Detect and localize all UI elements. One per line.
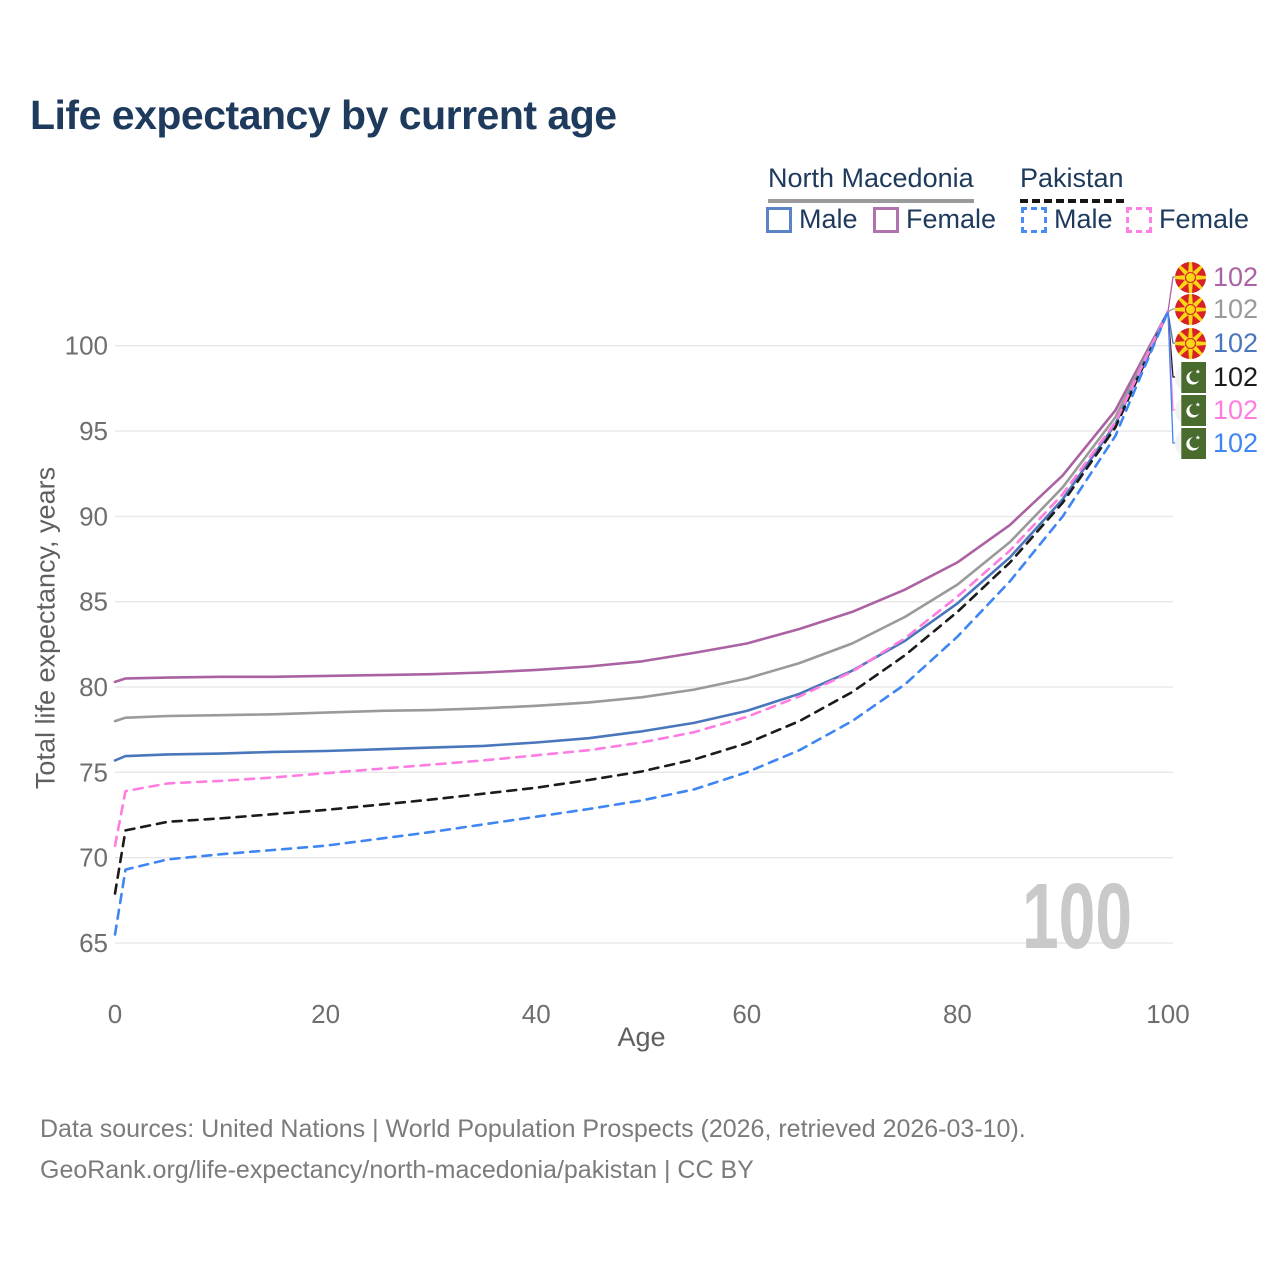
y-tick-label: 75 — [79, 757, 108, 787]
leader-line — [1167, 311, 1177, 444]
y-tick-label: 85 — [79, 587, 108, 617]
series-end-value: 102 — [1213, 361, 1259, 392]
x-tick-label: 20 — [311, 999, 340, 1029]
pakistan-flag-icon — [1175, 395, 1206, 426]
y-tick-label: 95 — [79, 416, 108, 446]
x-axis-title: Age — [617, 1022, 665, 1052]
page-title: Life expectancy by current age — [30, 92, 617, 138]
series-end-label-row: 102 — [1175, 427, 1258, 459]
series-end-label-row: 102 — [1175, 361, 1258, 393]
series-end-value: 102 — [1213, 293, 1259, 324]
x-tick-label: 100 — [1146, 999, 1189, 1029]
x-tick-label: 0 — [108, 999, 122, 1029]
y-axis-title: Total life expectancy, years — [30, 466, 61, 790]
legend-item-label: Female — [1159, 204, 1250, 234]
y-tick-label: 80 — [79, 672, 108, 702]
series-line — [113, 310, 1170, 684]
y-tick-label: 100 — [65, 331, 108, 361]
series-line — [113, 310, 1170, 723]
legend-item-nm-female[interactable]: Female — [873, 204, 996, 235]
series-end-value: 102 — [1213, 327, 1259, 358]
x-tick-label: 40 — [522, 999, 551, 1029]
north-macedonia-flag-icon — [1175, 327, 1206, 359]
series-end-label-row: 102 — [1175, 261, 1258, 293]
legend-country-pakistan[interactable]: Pakistan — [1020, 163, 1124, 203]
solid-line-swatch-icon — [766, 206, 792, 233]
dashed-line-swatch-icon — [1021, 206, 1047, 233]
y-tick-label: 70 — [79, 843, 108, 873]
y-tick-label: 65 — [79, 928, 108, 958]
legend-item-pk-male[interactable]: Male — [1021, 204, 1113, 235]
series-line — [113, 310, 1170, 762]
series-end-value: 102 — [1213, 427, 1259, 458]
dashed-line-swatch-icon — [1126, 206, 1152, 233]
legend-item-nm-male[interactable]: Male — [766, 204, 858, 235]
legend-item-label: Female — [906, 204, 997, 234]
series-end-label-row: 102 — [1175, 394, 1258, 426]
series-end-label-row: 102 — [1175, 327, 1258, 359]
legend-item-pk-female[interactable]: Female — [1126, 204, 1249, 235]
series-end-label-row: 102 — [1175, 293, 1258, 325]
footer-line-2[interactable]: GeoRank.org/life-expectancy/north-macedo… — [40, 1156, 754, 1184]
series-end-value: 102 — [1213, 394, 1259, 425]
pakistan-flag-icon — [1175, 362, 1206, 393]
solid-line-swatch-icon — [873, 206, 899, 233]
footer-line-1: Data sources: United Nations | World Pop… — [40, 1115, 1026, 1143]
x-tick-label: 60 — [732, 999, 761, 1029]
pakistan-flag-icon — [1175, 428, 1206, 459]
series-line — [113, 310, 1170, 848]
series-end-value: 102 — [1213, 261, 1259, 292]
y-tick-label: 90 — [79, 501, 108, 531]
data-source-footer: Data sources: United Nations | World Pop… — [40, 1109, 1026, 1191]
series-line — [113, 310, 1170, 936]
series-line — [113, 310, 1170, 895]
legend-item-label: Male — [799, 204, 858, 234]
north-macedonia-flag-icon — [1175, 293, 1206, 325]
x-tick-label: 80 — [943, 999, 972, 1029]
legend-item-label: Male — [1054, 204, 1113, 234]
current-age-watermark: 100 — [1022, 864, 1132, 968]
legend-country-north-macedonia[interactable]: North Macedonia — [768, 163, 974, 203]
north-macedonia-flag-icon — [1175, 261, 1206, 293]
